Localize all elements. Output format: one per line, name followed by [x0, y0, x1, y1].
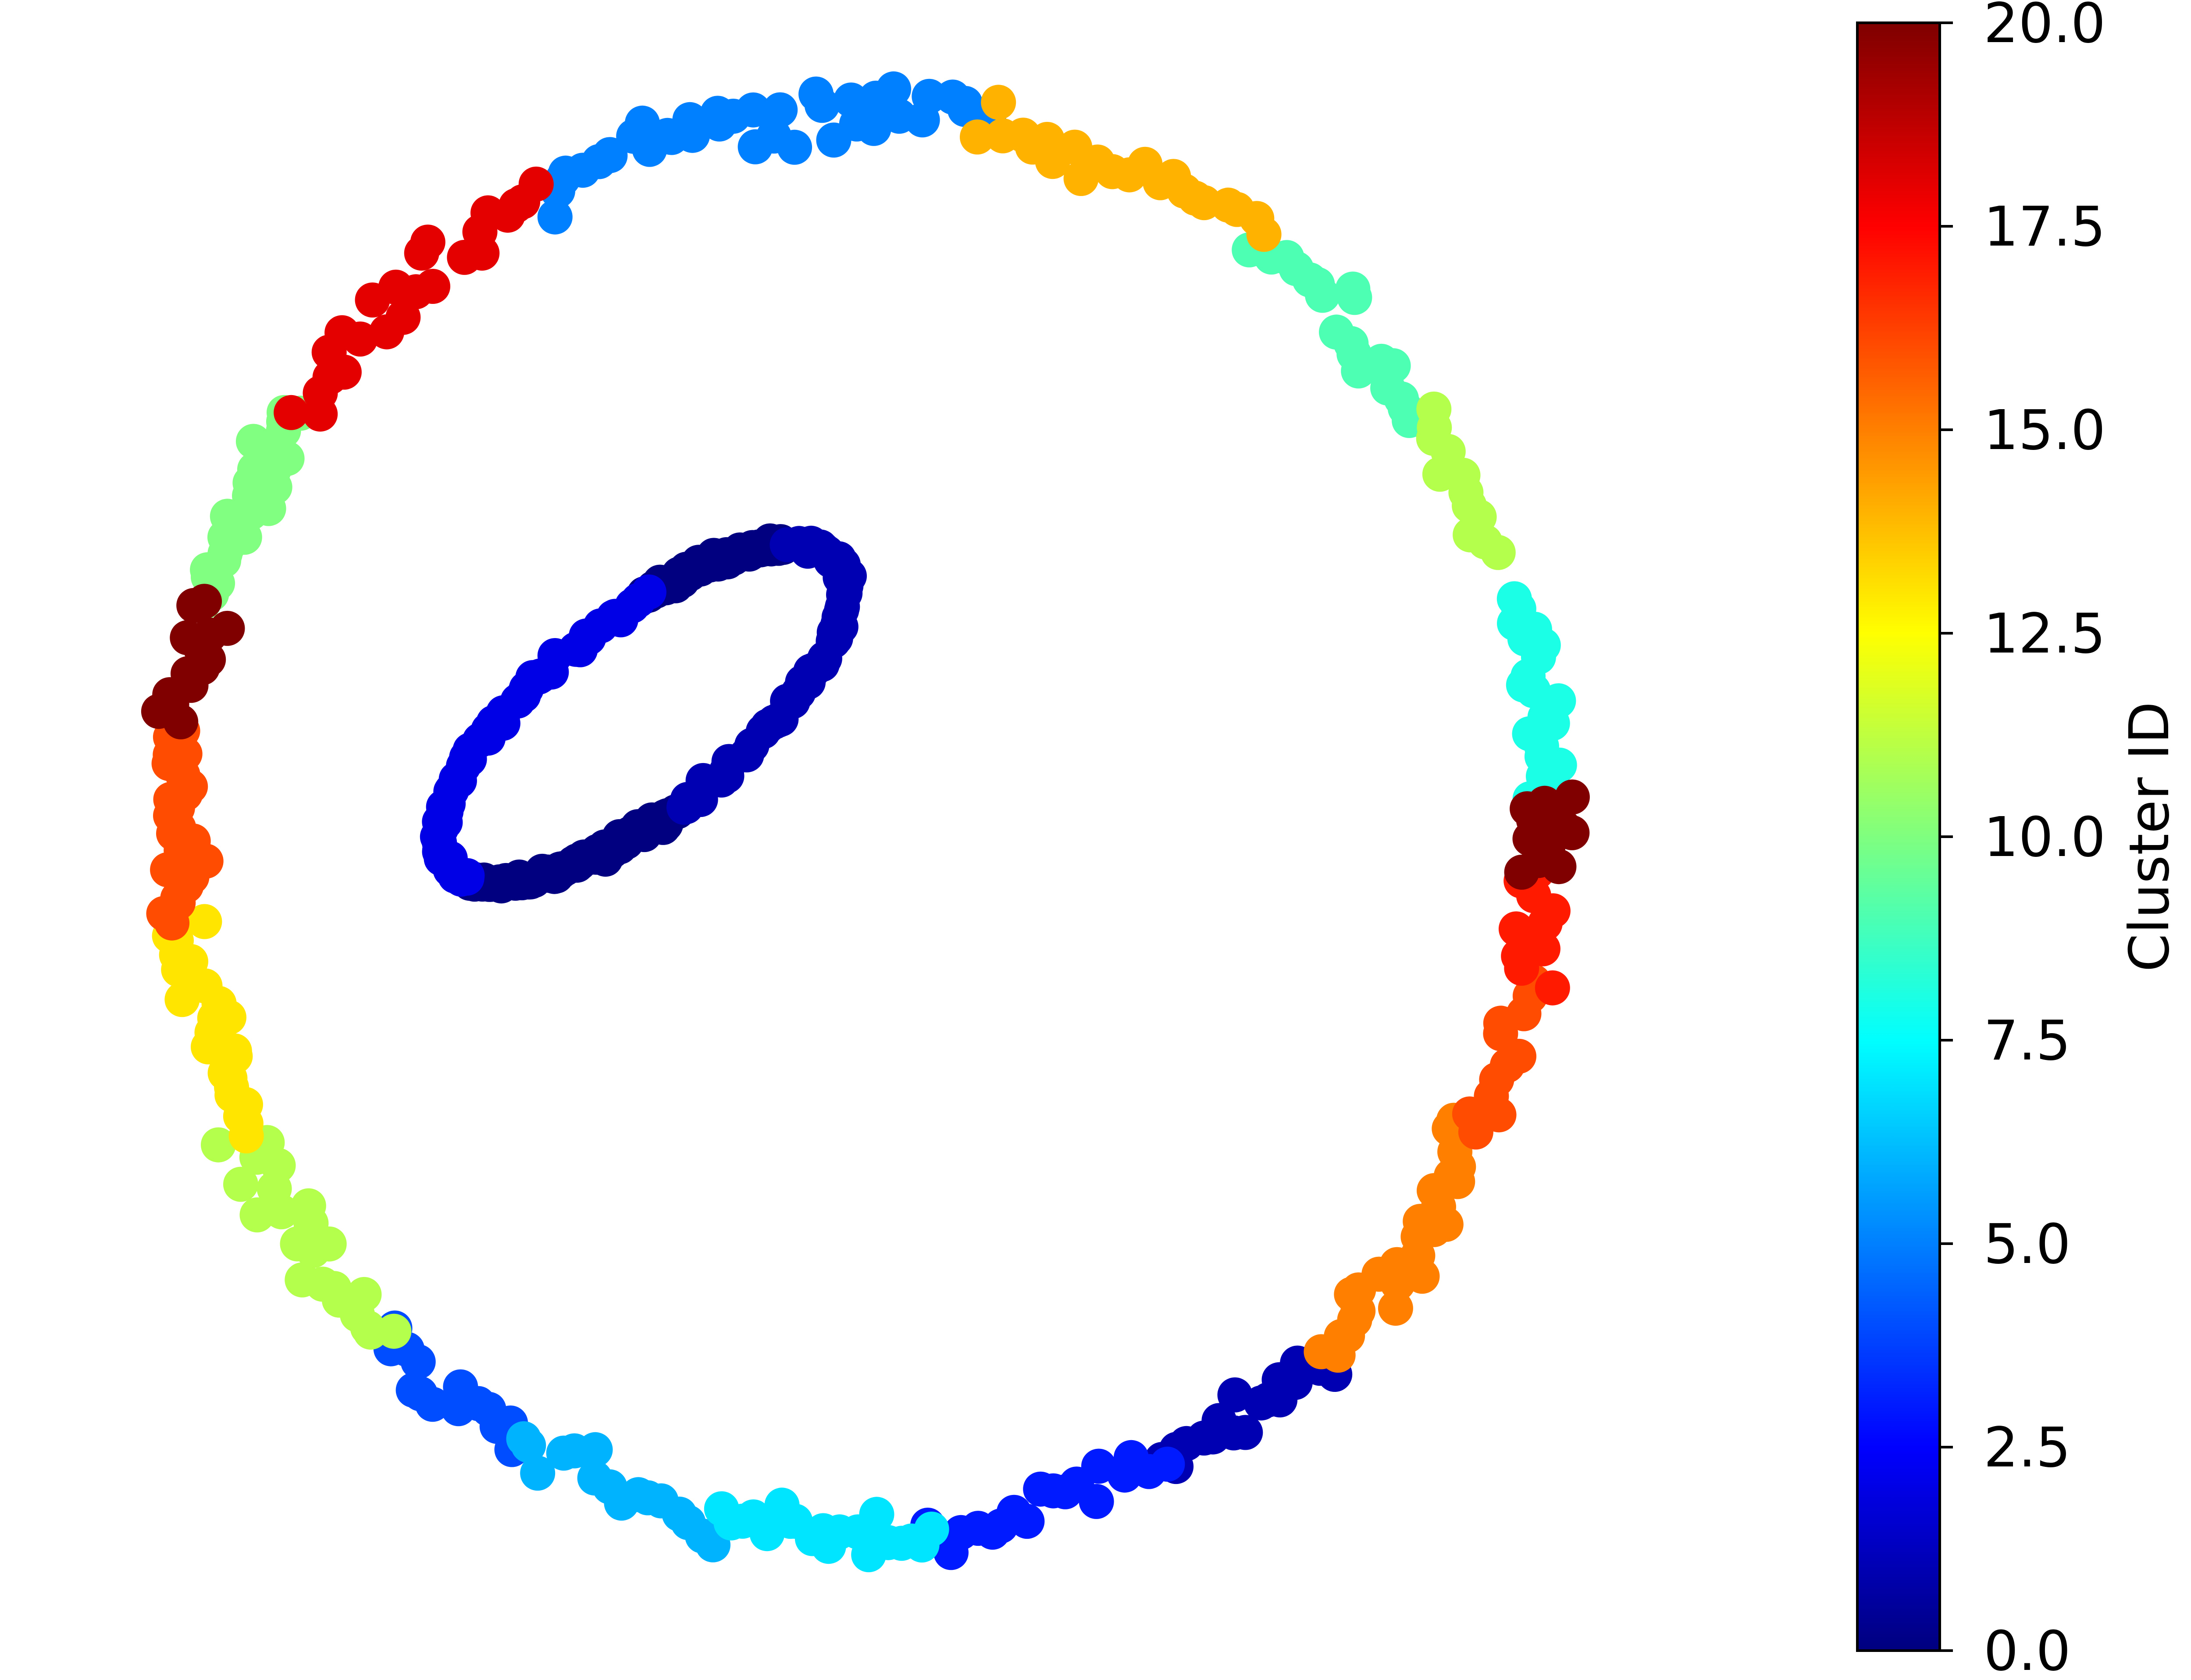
colorbar-ticks: 0.0 2.5 5.0 7.5 10.0 12.5 15.0 17.5 20.0 [1940, 0, 2105, 1680]
colorbar-tick-label: 15.0 [1984, 399, 2105, 462]
scatter-point [702, 106, 737, 142]
scatter-point [201, 1127, 236, 1163]
scatter-point [164, 982, 200, 1017]
scatter-point [303, 396, 338, 432]
scatter-point [274, 395, 309, 430]
scatter-point [1498, 911, 1534, 947]
scatter-point [1009, 1504, 1045, 1539]
scatter-point [1554, 779, 1590, 815]
scatter-point [154, 905, 190, 941]
scatter-point [311, 1226, 347, 1262]
scatter-point [1150, 1446, 1185, 1482]
colorbar-tick-label: 0.0 [1984, 1619, 2071, 1680]
scatter-point [1527, 785, 1562, 821]
scatter-point [228, 1118, 264, 1154]
scatter-point [1063, 161, 1099, 196]
colorbar: 0.0 2.5 5.0 7.5 10.0 12.5 15.0 17.5 20.0 Cluster… [1856, 0, 2181, 1680]
colorbar-tick-label: 10.0 [1984, 806, 2105, 869]
scatter-point [223, 1166, 258, 1202]
scatter-point [400, 1344, 436, 1380]
scatter-point [235, 424, 271, 459]
colorbar-tick-label: 17.5 [1984, 195, 2105, 259]
scatter-point [163, 704, 199, 739]
scatter-point [520, 1455, 556, 1491]
colorbar-tick-label: 20.0 [1984, 0, 2105, 55]
scatter-point [1535, 970, 1570, 1006]
scatter-point [770, 527, 805, 563]
colorbar-tick-label: 12.5 [1984, 602, 2105, 666]
scatter-point [176, 588, 212, 623]
scatter-point [762, 92, 798, 128]
scatter-point [447, 239, 482, 275]
scatter-point [616, 118, 652, 154]
scatter-point [737, 129, 773, 164]
scatter-point [404, 235, 439, 271]
scatter-point [981, 85, 1016, 120]
scatter-point [264, 1194, 299, 1230]
scatter-point [1496, 581, 1532, 617]
scatter-point [376, 1313, 412, 1349]
scatter-point [985, 118, 1020, 153]
scatter-point [816, 122, 851, 158]
scatter-point [960, 119, 995, 155]
scatter-point [859, 1497, 894, 1532]
scatter-point [415, 1387, 450, 1422]
scatter-point [798, 76, 834, 112]
scatter-point [1335, 271, 1371, 307]
scatter-point [1416, 391, 1452, 427]
scatter-point [369, 314, 405, 350]
scatter-point [1228, 1415, 1263, 1450]
scatter-point [355, 282, 390, 318]
scatter-point [577, 1432, 613, 1467]
scatter-point [187, 904, 222, 939]
scatter-point [537, 199, 573, 235]
colorbar-tick-label: 7.5 [1984, 1009, 2071, 1073]
scatter-point [834, 82, 869, 118]
scatter-point [1525, 931, 1560, 967]
scatter-point [511, 1428, 546, 1463]
scatter-point [1319, 314, 1354, 350]
scatter-point [914, 1512, 949, 1547]
colorbar-gradient [1856, 21, 1941, 1652]
scatter-points [141, 71, 1590, 1573]
scatter-point [191, 1029, 226, 1065]
scatter-point [449, 860, 485, 896]
colorbar-label: Cluster ID [2118, 702, 2181, 972]
colorbar-tick-label: 5.0 [1984, 1213, 2071, 1276]
scatter-point [1079, 1484, 1114, 1519]
colorbar-tick-label: 2.5 [1984, 1416, 2071, 1480]
